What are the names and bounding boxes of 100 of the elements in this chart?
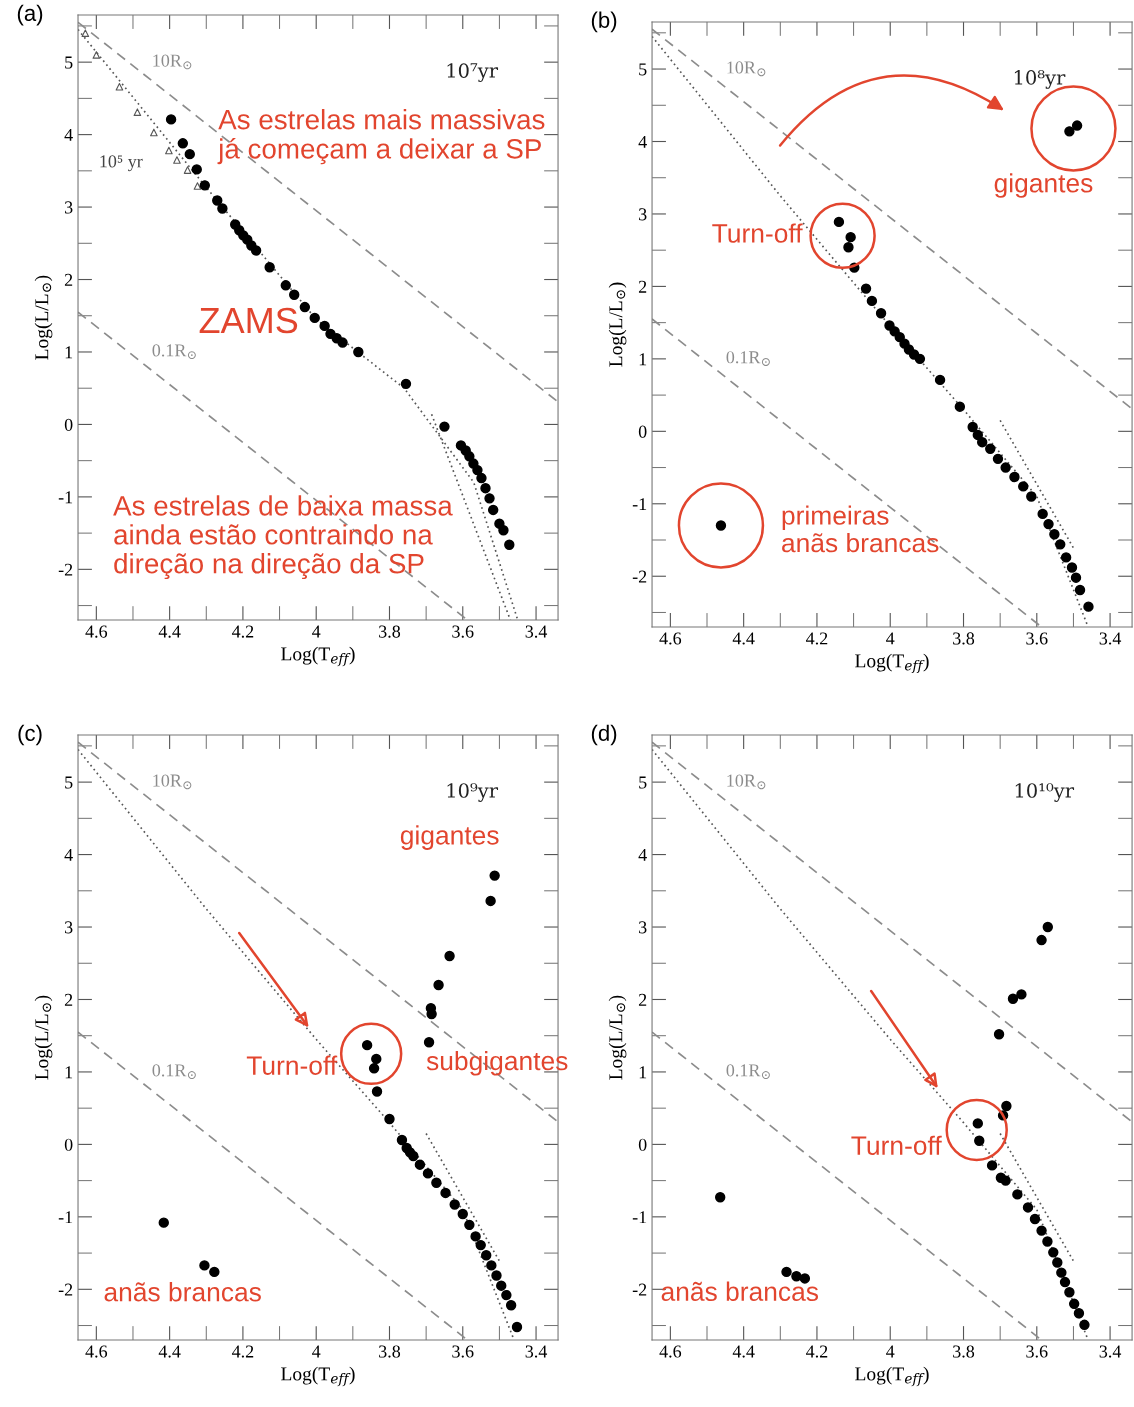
x-axis-title: Log(T$_{eff}$)	[281, 646, 355, 667]
point	[974, 1135, 985, 1146]
point	[833, 216, 845, 228]
x-tick-label: 4.6	[659, 632, 682, 645]
x-axis-title: Log(T$_{eff}$)	[855, 653, 929, 674]
y-tick-label: -2	[58, 563, 73, 576]
y-tick-label: 2	[64, 273, 73, 286]
x-axis-title: Log(T$_{eff}$)	[281, 1366, 355, 1387]
annotation: subgigantes	[426, 1050, 568, 1076]
y-tick-label: 4	[64, 128, 73, 141]
point	[934, 374, 946, 386]
point	[1042, 1236, 1053, 1247]
annotation: primeiras anãs brancas	[782, 505, 939, 553]
point	[264, 262, 275, 273]
annotation: anãs brancas	[104, 1282, 261, 1302]
x-tick-label: 4.2	[806, 1345, 828, 1358]
point	[860, 283, 872, 294]
annotation: 10⁷yr	[447, 63, 499, 82]
point	[476, 472, 487, 484]
point	[505, 1300, 517, 1311]
point	[1016, 989, 1027, 1000]
y-tick-label: 0	[638, 425, 647, 438]
series-label: 0.1R$_{⊙}$	[726, 1064, 770, 1080]
point	[309, 312, 320, 324]
point	[977, 437, 988, 448]
point	[491, 1270, 502, 1281]
point	[498, 525, 509, 536]
point	[472, 464, 483, 476]
point	[1037, 508, 1048, 520]
point	[1049, 529, 1060, 540]
point	[361, 1039, 373, 1051]
y-tick-label: 3	[64, 201, 73, 214]
x-tick-label: 4.2	[806, 632, 828, 645]
point	[481, 1250, 492, 1261]
point	[1036, 934, 1047, 946]
y-tick-label: -2	[58, 1283, 73, 1296]
y-tick-label: 4	[638, 135, 647, 148]
x-tick-label: 3.6	[1026, 1345, 1048, 1358]
y-tick-label: -2	[632, 570, 647, 583]
point	[1064, 126, 1075, 137]
y-tick-label: 3	[639, 208, 647, 221]
annotation: 10⁸yr	[1014, 70, 1066, 89]
point	[173, 156, 181, 164]
point	[985, 443, 996, 454]
point	[371, 1086, 383, 1097]
y-tick-label: 5	[65, 56, 73, 69]
point	[1068, 1298, 1080, 1309]
point	[289, 289, 300, 300]
point	[400, 378, 412, 390]
point	[992, 453, 1004, 465]
point	[177, 138, 189, 149]
point	[484, 493, 495, 504]
point	[1048, 1247, 1059, 1258]
point	[423, 1037, 435, 1048]
annotation: Turn-off	[246, 1055, 338, 1075]
point	[199, 180, 210, 191]
point	[475, 1239, 486, 1251]
chart-title: (d)	[591, 724, 617, 746]
y-tick-label: 1	[639, 353, 647, 366]
series-label: 10R$_{⊙}$	[727, 774, 766, 790]
y-tick-label: 0	[64, 1138, 73, 1151]
annotation: 10¹⁰yr	[1015, 783, 1075, 802]
point	[791, 1271, 802, 1282]
point	[337, 337, 348, 348]
point	[1000, 462, 1011, 473]
y-tick-label: -1	[58, 1211, 73, 1224]
y-tick-label: 2	[638, 993, 647, 1006]
y-tick-label: 5	[639, 776, 647, 789]
x-tick-label: 4	[312, 625, 321, 638]
x-tick-label: 3.8	[379, 625, 401, 638]
annotation: As estrelas de baixa massa ainda estão contraindo na direção na direção da SP	[113, 495, 453, 580]
y-tick-label: -2	[632, 1283, 647, 1296]
point	[511, 1321, 523, 1333]
point	[464, 451, 475, 462]
annotation: anãs brancas	[661, 1281, 819, 1301]
point	[496, 1280, 507, 1291]
series-label: 10⁵ yr	[100, 155, 143, 172]
x-tick-label: 3.4	[525, 1345, 548, 1358]
series-label: 10R$_{⊙}$	[727, 61, 766, 77]
point	[250, 245, 262, 256]
x-tick-label: 4.6	[85, 625, 108, 638]
annotation: gigantes	[400, 825, 499, 850]
point	[431, 1177, 442, 1188]
point	[485, 895, 496, 907]
point	[1007, 993, 1019, 1004]
point	[972, 429, 984, 441]
x-tick-label: 3.4	[1099, 632, 1122, 645]
point	[1070, 572, 1082, 583]
point	[371, 1053, 382, 1065]
point	[150, 128, 158, 137]
point	[501, 1289, 512, 1301]
point	[972, 1118, 984, 1129]
point	[1055, 539, 1066, 550]
y-tick-label: 3	[639, 921, 647, 934]
point	[280, 280, 291, 291]
point	[1066, 562, 1078, 573]
x-tick-label: 4	[312, 1345, 321, 1358]
point	[353, 346, 364, 358]
chart-title: (a)	[17, 4, 43, 26]
point	[440, 1187, 451, 1199]
